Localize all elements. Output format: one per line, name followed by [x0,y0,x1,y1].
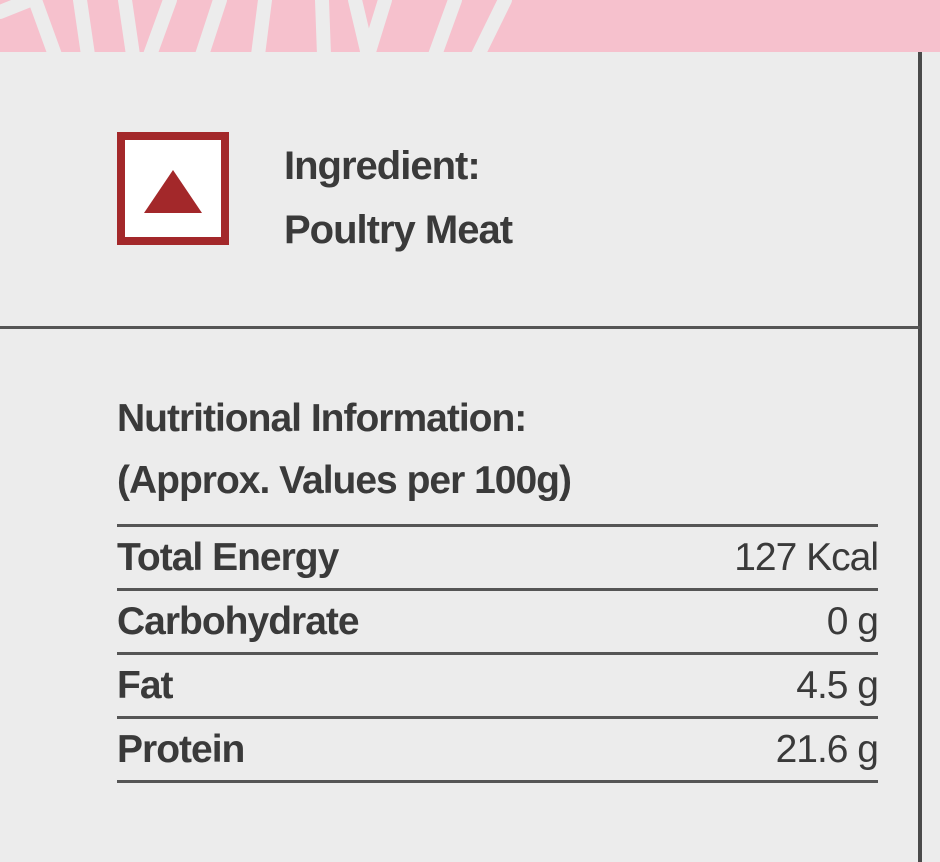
nutrition-subtitle: (Approx. Values per 100g) [117,459,572,502]
section-divider [0,326,920,329]
nutrient-value: 127 Kcal [734,535,879,579]
nutrition-table: Total Energy 127 Kcal Carbohydrate 0 g Fat… [117,524,879,783]
nutrition-heading: Nutritional Information: (Approx. Values… [117,388,572,512]
nutrient-value: 0 g [826,599,879,643]
nutrient-value: 21.6 g [775,727,879,771]
nutrient-name: Protein [117,727,245,771]
vertical-divider [918,52,922,862]
nutrient-name: Total Energy [117,535,339,579]
red-triangle-icon [117,132,229,245]
table-row: Protein 21.6 g [117,719,879,783]
nutrition-title: Nutritional Information: [117,397,527,440]
ingredient-block: Ingredient: Poultry Meat [284,134,513,262]
table-row: Carbohydrate 0 g [117,591,879,655]
table-row: Total Energy 127 Kcal [117,527,879,591]
nutrient-value: 4.5 g [796,663,879,707]
table-row: Fat 4.5 g [117,655,879,719]
decorative-banner [0,0,940,52]
ingredient-label: Ingredient: [284,144,481,188]
banner-pattern [0,0,512,52]
nutrient-name: Carbohydrate [117,599,360,643]
nutrient-name: Fat [117,663,173,707]
ingredient-value: Poultry Meat [284,208,513,252]
